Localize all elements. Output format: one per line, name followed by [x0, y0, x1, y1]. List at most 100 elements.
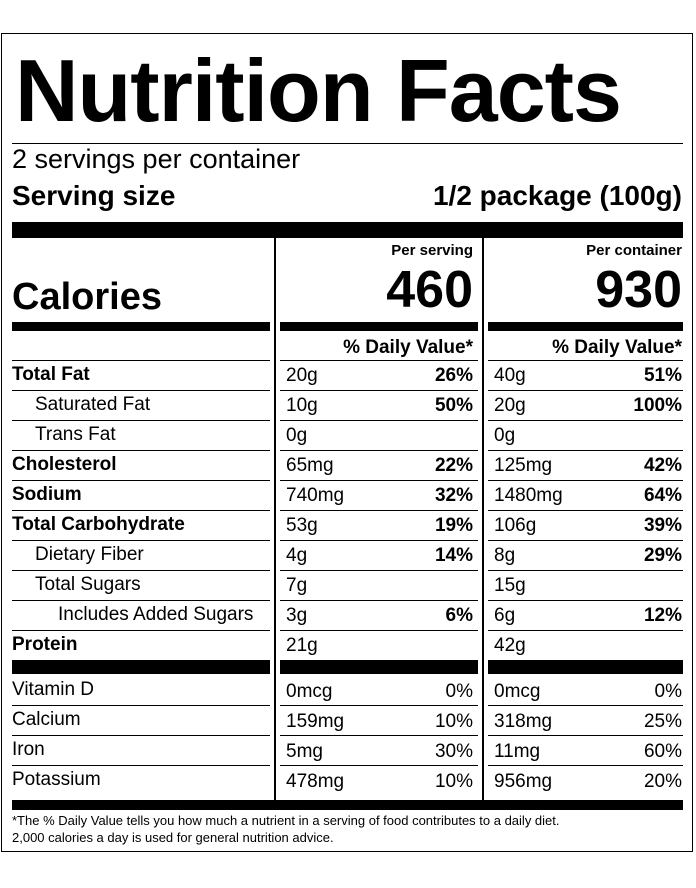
serving-amount: 7g [286, 575, 308, 596]
row-divider [12, 600, 270, 601]
footnote-line-2: 2,000 calories a day is used for general… [12, 830, 334, 845]
vitamin-name: Calcium [12, 709, 81, 730]
row-divider [488, 765, 683, 766]
vitamin-name: Potassium [12, 769, 101, 790]
container-amount: 20g [494, 395, 526, 416]
thick-divider-top [12, 222, 683, 238]
row-divider [280, 450, 478, 451]
serving-size-value: 1/2 package (100g) [432, 180, 682, 211]
servings-per-container: 2 servings per container [12, 144, 301, 174]
row-divider [12, 570, 270, 571]
container-amount: 11mg [494, 741, 541, 762]
serving-daily-value: 30% [434, 741, 473, 762]
row-divider [488, 600, 683, 601]
label-title: Nutrition Facts [15, 41, 622, 140]
container-daily-value: 12% [643, 605, 682, 626]
row-divider [280, 480, 478, 481]
container-daily-value: 60% [643, 741, 682, 762]
serving-daily-value: 10% [434, 771, 473, 792]
serving-amount: 740mg [286, 485, 345, 506]
container-amount: 125mg [494, 455, 553, 476]
per-container-header: Per container [586, 242, 682, 259]
row-divider [488, 420, 683, 421]
row-divider [12, 705, 270, 706]
nutrient-name: Total Sugars [35, 574, 141, 595]
row-divider [12, 390, 270, 391]
thick-divider-vitamins [488, 660, 683, 674]
vitamin-name: Vitamin D [12, 679, 95, 700]
serving-daily-value: 0% [445, 681, 473, 702]
container-daily-value: 29% [643, 545, 682, 566]
row-divider [488, 705, 683, 706]
title-divider [12, 143, 683, 144]
container-daily-value: 64% [643, 485, 682, 506]
row-divider [280, 735, 478, 736]
nutrient-name: Total Carbohydrate [12, 514, 185, 535]
serving-amount: 159mg [286, 711, 345, 732]
serving-daily-value: 26% [434, 365, 473, 386]
row-divider [12, 735, 270, 736]
container-daily-value: 25% [643, 711, 682, 732]
nutrient-name: Cholesterol [12, 454, 117, 475]
serving-amount: 0mcg [286, 681, 333, 702]
container-amount: 106g [494, 515, 537, 536]
serving-daily-value: 14% [434, 545, 473, 566]
calories-label: Calories [12, 276, 162, 318]
calories-rule-name [12, 322, 270, 331]
serving-daily-value: 6% [445, 605, 473, 626]
container-daily-value: 20% [643, 771, 682, 792]
container-daily-value: 0% [654, 681, 682, 702]
nutrient-name: Includes Added Sugars [58, 604, 254, 625]
row-divider [488, 570, 683, 571]
container-amount: 40g [494, 365, 526, 386]
nutrient-name: Saturated Fat [35, 394, 151, 415]
container-amount: 1480mg [494, 485, 563, 506]
column-divider-left [274, 238, 276, 800]
container-amount: 15g [494, 575, 526, 596]
serving-daily-value: 22% [434, 455, 473, 476]
nutrient-name: Dietary Fiber [35, 544, 144, 565]
nutrient-name: Trans Fat [35, 424, 116, 445]
row-divider [488, 540, 683, 541]
row-divider [280, 705, 478, 706]
row-divider [12, 510, 270, 511]
nutrient-name: Total Fat [12, 364, 90, 385]
row-divider [12, 360, 270, 361]
container-amount: 6g [494, 605, 516, 626]
row-divider [488, 630, 683, 631]
calories-rule-serving [280, 322, 478, 331]
serving-amount: 53g [286, 515, 318, 536]
container-daily-value: 100% [633, 395, 682, 416]
container-daily-value: 51% [643, 365, 682, 386]
row-divider [488, 510, 683, 511]
thick-divider-vitamins [12, 660, 270, 674]
serving-amount: 20g [286, 365, 318, 386]
row-divider [12, 420, 270, 421]
row-divider [280, 360, 478, 361]
thick-divider-vitamins [280, 660, 478, 674]
calories-rule-container [488, 322, 683, 331]
footnote-line-1: *The % Daily Value tells you how much a … [12, 813, 560, 828]
row-divider [12, 480, 270, 481]
container-amount: 42g [494, 635, 526, 656]
row-divider [12, 630, 270, 631]
row-divider [12, 540, 270, 541]
serving-amount: 0g [286, 425, 308, 446]
thick-divider-bottom [12, 800, 683, 810]
serving-daily-value: 10% [434, 711, 473, 732]
container-amount: 0mcg [494, 681, 541, 702]
serving-size-label: Serving size [12, 180, 176, 211]
calories-per-container: 930 [595, 261, 682, 319]
per-serving-header: Per serving [391, 242, 473, 259]
serving-amount: 65mg [286, 455, 334, 476]
row-divider [280, 570, 478, 571]
row-divider [488, 480, 683, 481]
row-divider [280, 390, 478, 391]
daily-value-header-serving: % Daily Value* [343, 337, 473, 358]
container-amount: 8g [494, 545, 516, 566]
row-divider [12, 765, 270, 766]
serving-amount: 21g [286, 635, 318, 656]
container-amount: 956mg [494, 771, 553, 792]
serving-amount: 10g [286, 395, 318, 416]
row-divider [12, 450, 270, 451]
